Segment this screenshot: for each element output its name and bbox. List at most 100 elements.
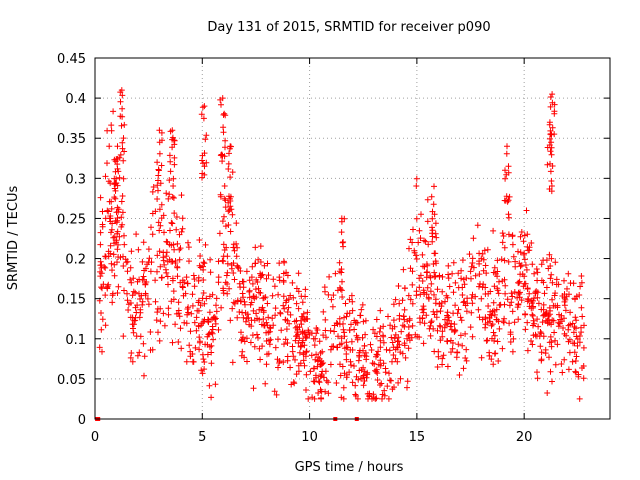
data-point (559, 369, 566, 376)
data-point (354, 395, 361, 402)
data-point (227, 317, 234, 324)
data-point (424, 218, 431, 225)
data-point (104, 207, 111, 214)
data-point (439, 361, 446, 368)
data-point (538, 357, 545, 364)
data-point (227, 143, 234, 150)
data-point (289, 343, 296, 350)
data-point (492, 350, 499, 357)
data-point (522, 311, 529, 317)
data-point (327, 346, 334, 353)
data-point (170, 175, 177, 182)
data-point (567, 309, 574, 316)
data-point (224, 260, 231, 267)
data-point (250, 293, 257, 300)
data-point (573, 293, 580, 300)
data-point (97, 262, 104, 269)
data-point (362, 317, 369, 324)
data-point (444, 338, 451, 345)
data-point (230, 299, 237, 306)
data-point (225, 160, 232, 167)
data-point (343, 374, 350, 381)
data-point (396, 316, 403, 322)
data-point (306, 331, 313, 338)
data-points (95, 87, 587, 421)
data-point (563, 293, 570, 300)
data-point (158, 201, 165, 208)
data-point (246, 321, 253, 328)
data-point (189, 358, 196, 365)
data-point (227, 195, 233, 202)
data-point (558, 361, 565, 367)
data-point (311, 365, 318, 372)
data-point (455, 284, 462, 291)
data-point (160, 310, 167, 317)
data-point (110, 234, 117, 241)
data-point (258, 321, 265, 328)
data-point (413, 175, 420, 182)
data-point (222, 279, 229, 286)
data-point (505, 258, 512, 265)
data-point (377, 307, 384, 314)
data-point (343, 313, 350, 320)
data-point (319, 368, 326, 375)
data-point (170, 137, 177, 144)
data-point (458, 317, 465, 324)
data-point (525, 296, 532, 303)
data-point (380, 333, 387, 340)
data-point (158, 162, 165, 169)
data-point (401, 285, 408, 292)
data-point (542, 317, 549, 324)
data-point (249, 263, 256, 270)
data-point (406, 245, 412, 252)
data-point (431, 269, 438, 276)
data-point (224, 269, 231, 276)
data-point (450, 259, 457, 266)
data-point (474, 222, 481, 229)
data-point (257, 243, 264, 250)
data-point (528, 240, 535, 246)
data-point (293, 285, 300, 292)
data-point (157, 263, 164, 270)
data-point (132, 304, 139, 311)
data-point (390, 352, 397, 358)
data-point (242, 318, 249, 325)
data-point (200, 160, 206, 167)
data-point (537, 343, 544, 350)
data-point (385, 313, 391, 320)
data-point (325, 390, 332, 397)
data-point (231, 247, 238, 254)
data-point (506, 320, 513, 327)
data-point (343, 339, 350, 346)
data-point (548, 255, 555, 262)
data-point (427, 274, 434, 281)
data-point (360, 382, 367, 389)
data-point (315, 390, 322, 396)
data-point (449, 270, 456, 277)
data-point (299, 337, 306, 344)
data-point (243, 335, 250, 342)
data-point (226, 150, 232, 157)
data-point (200, 266, 207, 273)
data-point (228, 206, 235, 213)
data-point (189, 302, 196, 309)
data-point (124, 258, 131, 265)
data-point (124, 290, 130, 297)
data-point (272, 312, 279, 319)
data-point (176, 256, 183, 263)
data-point (244, 358, 250, 365)
data-point (191, 319, 198, 326)
data-point (213, 302, 219, 309)
x-tick-label: 15 (409, 430, 426, 445)
data-point (318, 395, 325, 402)
data-point (341, 329, 348, 336)
data-point (212, 381, 219, 388)
data-point (443, 292, 450, 299)
data-point (564, 285, 570, 292)
data-point (250, 385, 257, 392)
data-point (544, 144, 551, 151)
data-point (373, 351, 380, 358)
data-point (320, 308, 327, 315)
data-point (339, 239, 346, 246)
data-point (507, 339, 514, 345)
